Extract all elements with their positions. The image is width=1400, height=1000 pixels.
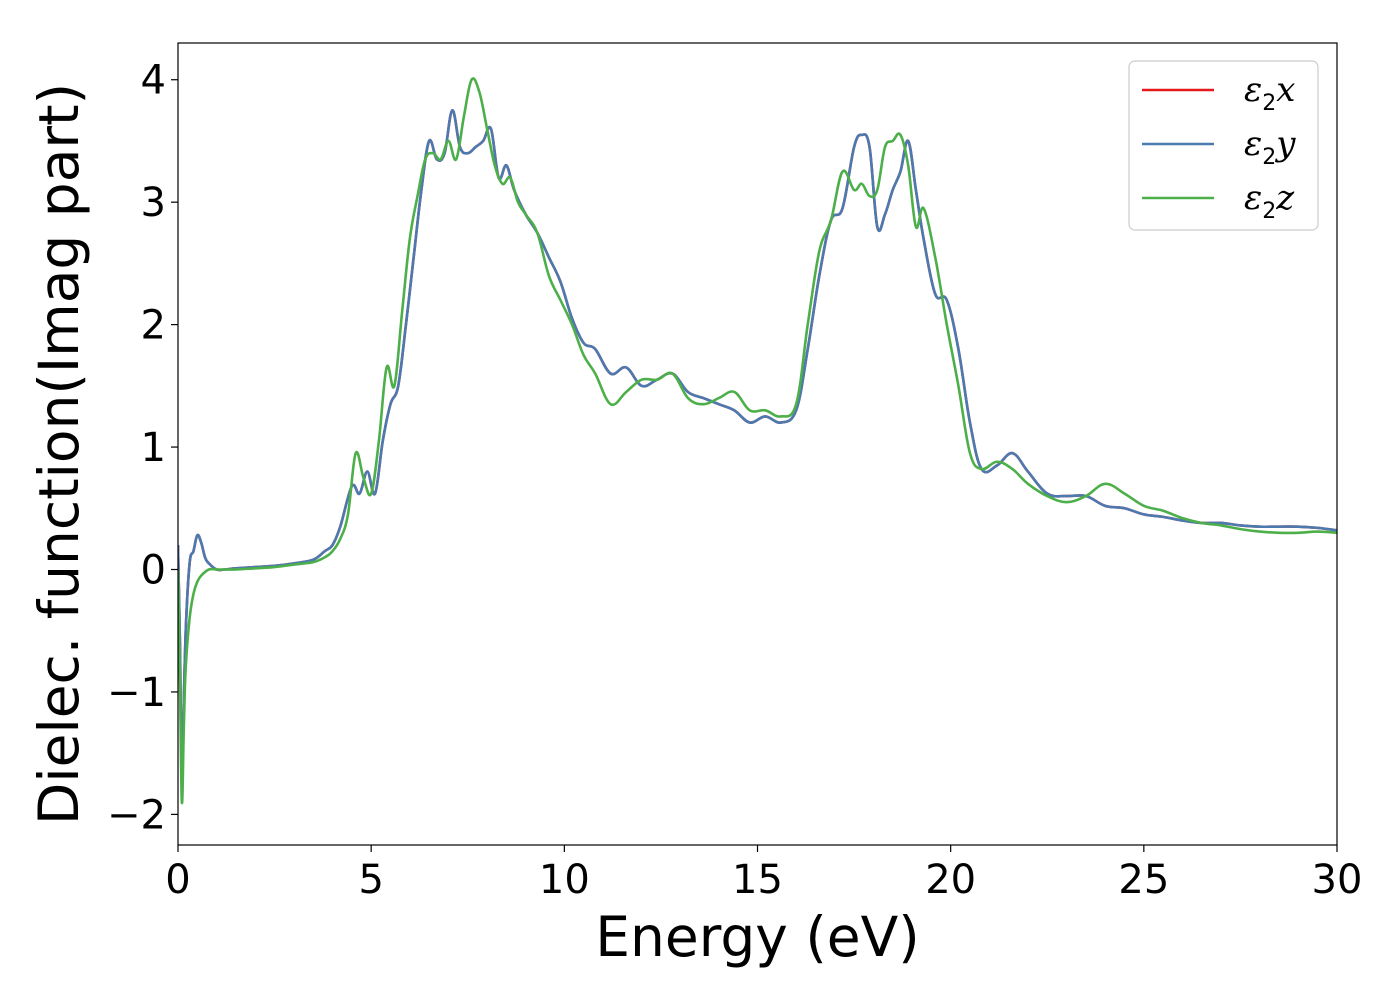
- legend-label-base: ε: [1244, 70, 1262, 110]
- legend-label-var: z: [1275, 178, 1295, 218]
- y-tick-label: 4: [141, 58, 166, 104]
- legend-label: ε2z: [1244, 178, 1295, 224]
- y-axis: −2 −1 0 1 2 3 4: [107, 58, 178, 838]
- x-tick-label: 5: [358, 857, 383, 903]
- legend-label-sub: 2: [1262, 199, 1276, 224]
- legend-label-base: ε: [1244, 124, 1262, 164]
- legend-label-var: x: [1276, 70, 1295, 110]
- x-tick-label: 30: [1312, 857, 1363, 903]
- y-tick-label: −2: [107, 792, 166, 838]
- legend-label-base: ε: [1244, 178, 1262, 218]
- y-tick-label: 2: [141, 303, 166, 349]
- x-tick-label: 20: [925, 857, 976, 903]
- x-axis: 0 5 10 15 20 25 30: [165, 845, 1362, 903]
- legend-label-sub: 2: [1262, 91, 1276, 116]
- y-axis-label: Dielec. function(Imag part): [27, 83, 91, 825]
- x-tick-label: 15: [732, 857, 783, 903]
- legend-label-var: y: [1274, 124, 1296, 164]
- y-tick-label: 0: [141, 548, 166, 594]
- legend-label: ε2x: [1244, 70, 1295, 116]
- y-tick-label: −1: [107, 670, 166, 716]
- plot-area: [178, 77, 1337, 805]
- x-axis-label: Energy (eV): [595, 905, 919, 969]
- series-line-z: [178, 77, 1337, 805]
- series-line-y: [178, 109, 1337, 761]
- x-tick-label: 10: [539, 857, 590, 903]
- x-tick-label: 25: [1118, 857, 1169, 903]
- legend-box: [1128, 60, 1319, 231]
- legend-label-sub: 2: [1262, 145, 1276, 170]
- x-tick-label: 0: [165, 857, 190, 903]
- legend-label: ε2y: [1244, 124, 1296, 170]
- y-tick-label: 3: [141, 180, 166, 226]
- y-tick-label: 1: [141, 425, 166, 471]
